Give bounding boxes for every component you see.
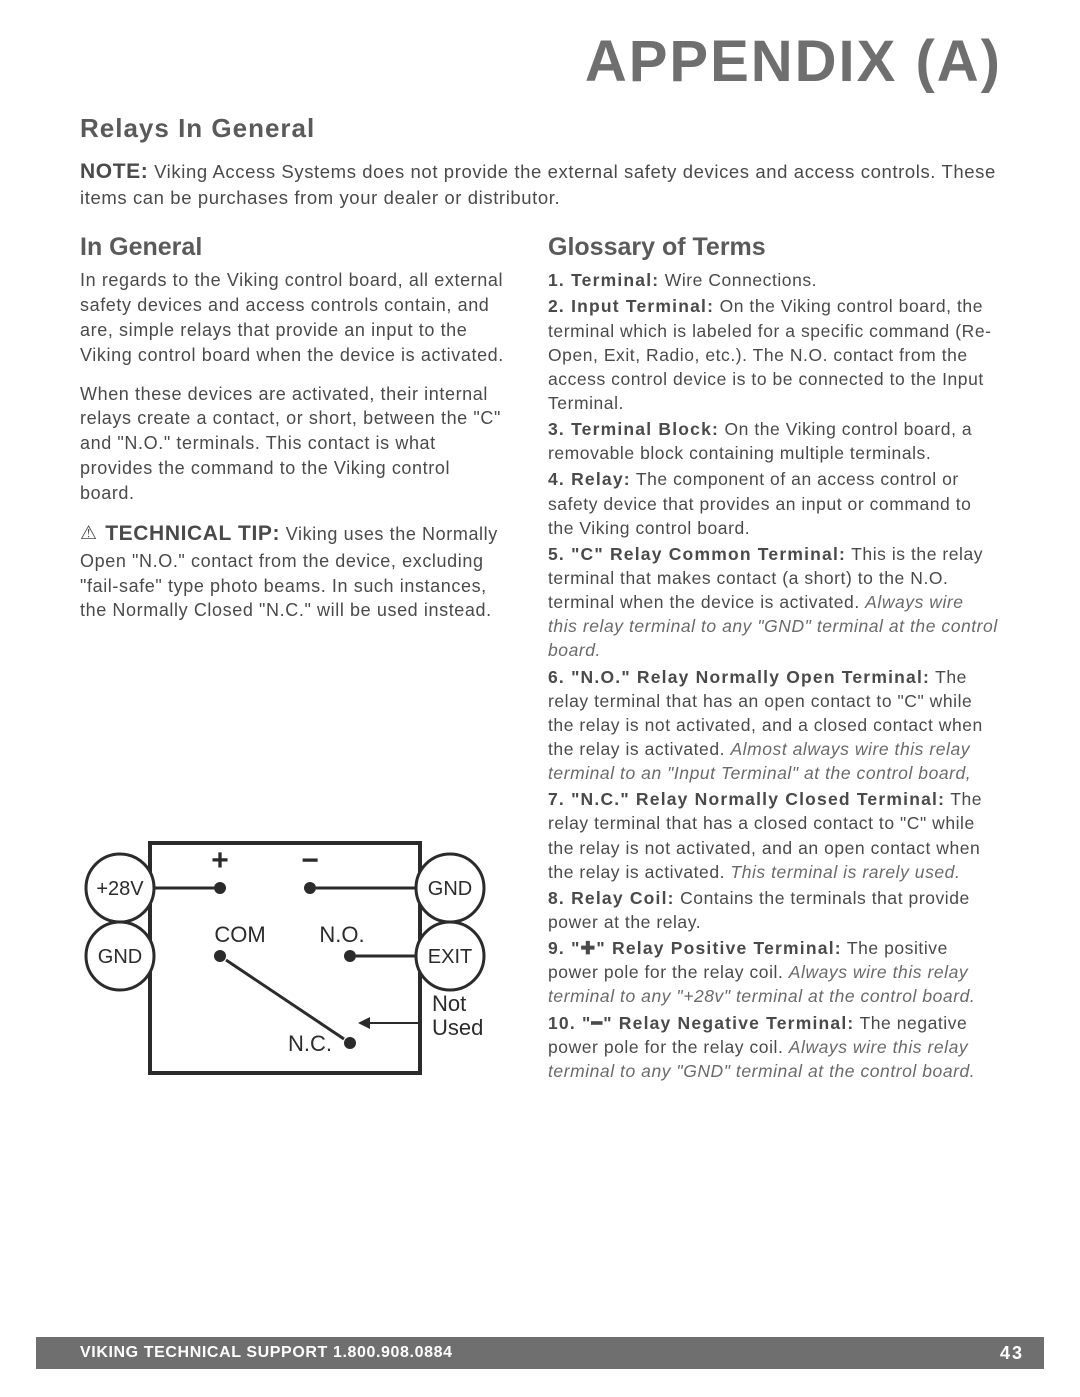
glossary-number: 8. bbox=[548, 888, 571, 908]
glossary-number: 7. bbox=[548, 789, 571, 809]
glossary-number: 1. bbox=[548, 270, 571, 290]
glossary-item: 2. Input Terminal: On the Viking control… bbox=[548, 294, 998, 415]
glossary-term: "C" Relay Common Terminal: bbox=[571, 544, 846, 564]
in-general-p1: In regards to the Viking control board, … bbox=[80, 268, 510, 367]
in-general-p2: When these devices are activated, their … bbox=[80, 382, 510, 506]
relay-diagram: + − COM N.O. N.C. +28V GND GND EXIT NotUsed bbox=[80, 833, 510, 1098]
glossary-item: 9. "✚" Relay Positive Terminal: The posi… bbox=[548, 936, 998, 1008]
glossary-item: 4. Relay: The component of an access con… bbox=[548, 467, 998, 539]
tip-label: TECHNICAL TIP: bbox=[105, 522, 280, 545]
svg-text:−: − bbox=[301, 844, 319, 877]
footer-page-number: 43 bbox=[1000, 1343, 1024, 1364]
glossary-item: 3. Terminal Block: On the Viking control… bbox=[548, 417, 998, 465]
glossary-term: "━" Relay Negative Terminal: bbox=[582, 1013, 854, 1033]
glossary-number: 6. bbox=[548, 667, 571, 687]
glossary-heading: Glossary of Terms bbox=[548, 233, 998, 262]
glossary-item: 8. Relay Coil: Contains the terminals th… bbox=[548, 886, 998, 934]
glossary-item: 1. Terminal: Wire Connections. bbox=[548, 268, 998, 292]
note-text: Viking Access Systems does not provide t… bbox=[80, 161, 996, 208]
glossary-item: 5. "C" Relay Common Terminal: This is th… bbox=[548, 542, 998, 663]
glossary-number: 9. bbox=[548, 938, 571, 958]
svg-text:EXIT: EXIT bbox=[428, 946, 472, 968]
glossary-term: Input Terminal: bbox=[571, 296, 714, 316]
glossary-number: 5. bbox=[548, 544, 571, 564]
svg-text:N.C.: N.C. bbox=[288, 1031, 332, 1056]
glossary-term: "N.C." Relay Normally Closed Terminal: bbox=[571, 789, 945, 809]
technical-tip: ⚠ TECHNICAL TIP: Viking uses the Normall… bbox=[80, 520, 510, 623]
glossary-term: Terminal: bbox=[571, 270, 659, 290]
svg-text:COM: COM bbox=[214, 922, 265, 947]
glossary-term: Terminal Block: bbox=[571, 419, 719, 439]
glossary-number: 4. bbox=[548, 469, 571, 489]
note-label: NOTE: bbox=[80, 160, 148, 183]
right-column: Glossary of Terms 1. Terminal: Wire Conn… bbox=[548, 233, 998, 1098]
warning-icon: ⚠ bbox=[80, 521, 98, 547]
svg-text:N.O.: N.O. bbox=[319, 922, 364, 947]
note-paragraph: NOTE: Viking Access Systems does not pro… bbox=[80, 158, 1002, 211]
svg-text:+28V: +28V bbox=[96, 878, 144, 900]
glossary-number: 3. bbox=[548, 419, 571, 439]
section-title: Relays In General bbox=[80, 113, 1002, 144]
in-general-heading: In General bbox=[80, 233, 510, 262]
glossary-term: Relay Coil: bbox=[571, 888, 675, 908]
glossary-number: 10. bbox=[548, 1013, 582, 1033]
glossary-term: Relay: bbox=[571, 469, 631, 489]
glossary-term: "✚" Relay Positive Terminal: bbox=[571, 938, 842, 958]
glossary-list: 1. Terminal: Wire Connections.2. Input T… bbox=[548, 268, 998, 1083]
glossary-item: 10. "━" Relay Negative Terminal: The neg… bbox=[548, 1011, 998, 1083]
glossary-term: "N.O." Relay Normally Open Terminal: bbox=[571, 667, 930, 687]
svg-text:GND: GND bbox=[428, 878, 472, 900]
glossary-item: 6. "N.O." Relay Normally Open Terminal: … bbox=[548, 665, 998, 786]
left-column: In General In regards to the Viking cont… bbox=[80, 233, 510, 1098]
glossary-item: 7. "N.C." Relay Normally Closed Terminal… bbox=[548, 787, 998, 884]
glossary-number: 2. bbox=[548, 296, 571, 316]
appendix-header: APPENDIX (A) bbox=[80, 28, 1002, 95]
page-footer: VIKING TECHNICAL SUPPORT 1.800.908.0884 … bbox=[36, 1337, 1044, 1369]
glossary-italic: This terminal is rarely used. bbox=[730, 862, 960, 882]
svg-text:Used: Used bbox=[432, 1015, 483, 1040]
footer-support: VIKING TECHNICAL SUPPORT 1.800.908.0884 bbox=[80, 1344, 453, 1362]
svg-text:Not: Not bbox=[432, 991, 466, 1016]
glossary-text: Wire Connections. bbox=[659, 270, 817, 290]
svg-text:+: + bbox=[211, 844, 229, 877]
svg-text:GND: GND bbox=[98, 946, 142, 968]
